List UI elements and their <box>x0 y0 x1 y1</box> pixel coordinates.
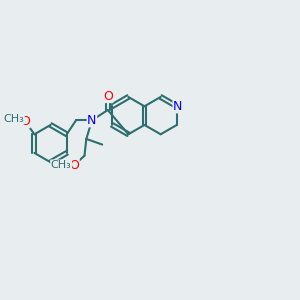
Text: O: O <box>103 89 113 103</box>
Text: O: O <box>69 159 79 172</box>
Text: N: N <box>173 100 182 113</box>
Text: CH₃: CH₃ <box>4 114 24 124</box>
Text: O: O <box>20 115 30 128</box>
Text: CH₃: CH₃ <box>51 160 71 170</box>
Text: N: N <box>87 114 97 127</box>
